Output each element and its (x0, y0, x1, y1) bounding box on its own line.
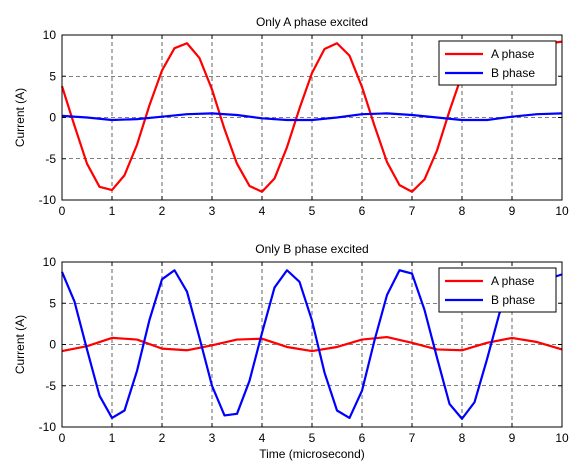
legend-label: B phase (491, 293, 535, 307)
series-line-b-phase (61, 112, 563, 122)
x-tick-label: 8 (459, 431, 466, 445)
x-axis-label: Time (microsecond) (259, 447, 365, 461)
x-tick-label: 2 (159, 431, 166, 445)
x-tick-label: 0 (59, 204, 66, 218)
x-tick-label: 9 (509, 204, 516, 218)
bottom-chart-panel: 0 1 2 3 4 5 6 7 8 9 10 10 5 0 -5 -10 Only B phase excite… (13, 242, 569, 461)
y-tick-label: 5 (49, 296, 56, 310)
y-tick-label: -5 (45, 379, 56, 393)
y-tick-label: -10 (39, 193, 57, 207)
legend-label: B phase (491, 66, 535, 80)
legend: A phase B phase (438, 40, 557, 86)
x-tick-label: 7 (409, 204, 416, 218)
x-tick-label: 3 (209, 204, 216, 218)
x-tick-label: 2 (159, 204, 166, 218)
y-axis-label: Current (A) (13, 88, 27, 147)
legend-box (438, 40, 557, 86)
x-tick-label: 6 (359, 204, 366, 218)
legend-label: A phase (491, 274, 535, 288)
x-tick-label: 5 (309, 204, 316, 218)
y-axis-label: Current (A) (13, 315, 27, 374)
legend: A phase B phase (438, 267, 557, 313)
x-tick-label: 4 (259, 431, 266, 445)
legend-box (438, 267, 557, 313)
x-tick-label: 3 (209, 431, 216, 445)
x-tick-label: 4 (259, 204, 266, 218)
x-tick-label: 0 (59, 431, 66, 445)
y-tick-label: -10 (39, 420, 57, 434)
y-tick-label: 5 (49, 69, 56, 83)
top-chart-panel: 0 1 2 3 4 5 6 7 8 9 10 10 5 0 -5 -10 Only A phase excite… (13, 15, 569, 218)
legend-label: A phase (491, 47, 535, 61)
x-tick-label: 1 (109, 204, 116, 218)
x-tick-label: 6 (359, 431, 366, 445)
x-tick-label: 10 (555, 204, 569, 218)
x-tick-label: 10 (555, 431, 569, 445)
series-line-a-phase (61, 335, 563, 353)
x-tick-label: 5 (309, 431, 316, 445)
y-tick-label: 10 (43, 28, 57, 42)
x-tick-label: 1 (109, 431, 116, 445)
y-tick-label: -5 (45, 152, 56, 166)
x-tick-label: 7 (409, 431, 416, 445)
series-line-b-phase (60, 269, 563, 420)
x-tick-label: 8 (459, 204, 466, 218)
y-tick-label: 0 (49, 111, 56, 125)
chart-title: Only A phase excited (256, 15, 368, 29)
y-tick-label: 10 (43, 255, 57, 269)
x-tick-label: 9 (509, 431, 516, 445)
y-tick-label: 0 (49, 338, 56, 352)
chart-title: Only B phase excited (255, 242, 368, 256)
